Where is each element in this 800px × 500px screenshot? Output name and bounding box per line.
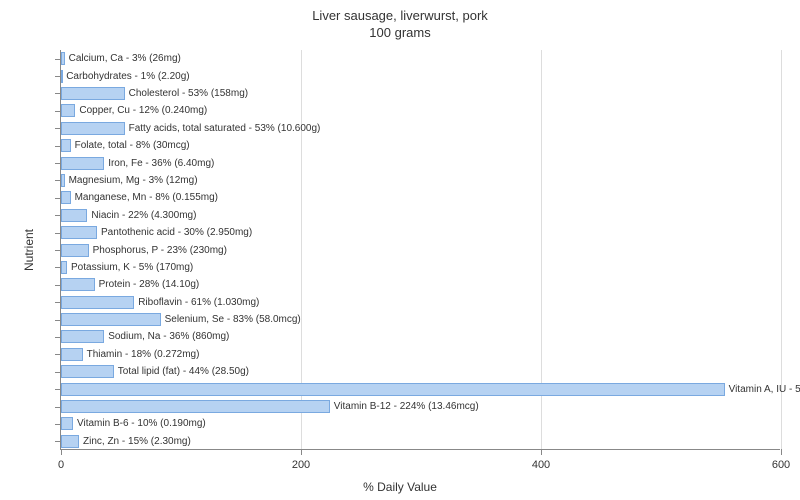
title-line-1: Liver sausage, liverwurst, pork xyxy=(0,8,800,25)
nutrient-bar xyxy=(61,174,65,187)
nutrient-bar xyxy=(61,313,161,326)
nutrient-label: Thiamin - 18% (0.272mg) xyxy=(87,348,200,361)
nutrient-bar xyxy=(61,209,87,222)
nutrient-bar xyxy=(61,87,125,100)
nutrient-bar xyxy=(61,365,114,378)
chart-container: Liver sausage, liverwurst, pork 100 gram… xyxy=(0,0,800,500)
nutrient-label: Calcium, Ca - 3% (26mg) xyxy=(69,52,181,65)
x-tick xyxy=(781,449,782,455)
nutrient-label: Copper, Cu - 12% (0.240mg) xyxy=(79,104,207,117)
nutrient-bar xyxy=(61,244,89,257)
nutrient-bar xyxy=(61,191,71,204)
nutrient-label: Phosphorus, P - 23% (230mg) xyxy=(93,244,227,257)
nutrient-label: Vitamin B-6 - 10% (0.190mg) xyxy=(77,417,206,430)
nutrient-bar xyxy=(61,139,71,152)
nutrient-label: Vitamin B-12 - 224% (13.46mcg) xyxy=(334,400,479,413)
y-axis-title: Nutrient xyxy=(22,229,36,271)
nutrient-bar xyxy=(61,261,67,274)
nutrient-bar xyxy=(61,296,134,309)
nutrient-label: Selenium, Se - 83% (58.0mcg) xyxy=(165,313,301,326)
plot-area: 0200400600Calcium, Ca - 3% (26mg)Carbohy… xyxy=(60,50,780,450)
x-tick xyxy=(61,449,62,455)
title-line-2: 100 grams xyxy=(0,25,800,42)
nutrient-label: Protein - 28% (14.10g) xyxy=(99,278,200,291)
x-tick-label: 200 xyxy=(292,459,310,471)
x-tick-label: 0 xyxy=(58,459,64,471)
nutrient-bar xyxy=(61,70,63,83)
nutrient-label: Sodium, Na - 36% (860mg) xyxy=(108,330,229,343)
nutrient-bar xyxy=(61,278,95,291)
nutrient-bar xyxy=(61,157,104,170)
nutrient-bar xyxy=(61,330,104,343)
nutrient-bar xyxy=(61,52,65,65)
nutrient-label: Fatty acids, total saturated - 53% (10.6… xyxy=(129,122,321,135)
nutrient-label: Magnesium, Mg - 3% (12mg) xyxy=(69,174,198,187)
nutrient-bar xyxy=(61,348,83,361)
nutrient-label: Folate, total - 8% (30mcg) xyxy=(75,139,190,152)
nutrient-bar xyxy=(61,435,79,448)
nutrient-bar xyxy=(61,417,73,430)
chart-title: Liver sausage, liverwurst, pork 100 gram… xyxy=(0,8,800,42)
x-axis-title: % Daily Value xyxy=(0,480,800,494)
nutrient-label: Zinc, Zn - 15% (2.30mg) xyxy=(83,435,191,448)
nutrient-label: Niacin - 22% (4.300mg) xyxy=(91,209,196,222)
nutrient-label: Manganese, Mn - 8% (0.155mg) xyxy=(75,191,218,204)
nutrient-label: Potassium, K - 5% (170mg) xyxy=(71,261,193,274)
x-tick xyxy=(301,449,302,455)
nutrient-label: Vitamin A, IU - 553% (27667IU) xyxy=(729,383,800,396)
nutrient-bar xyxy=(61,122,125,135)
nutrient-label: Iron, Fe - 36% (6.40mg) xyxy=(108,157,214,170)
nutrient-label: Total lipid (fat) - 44% (28.50g) xyxy=(118,365,249,378)
x-tick-label: 600 xyxy=(772,459,790,471)
nutrient-label: Cholesterol - 53% (158mg) xyxy=(129,87,249,100)
nutrient-label: Riboflavin - 61% (1.030mg) xyxy=(138,296,259,309)
x-tick xyxy=(541,449,542,455)
nutrient-bar xyxy=(61,104,75,117)
nutrient-bar xyxy=(61,226,97,239)
nutrient-bar xyxy=(61,400,330,413)
nutrient-label: Carbohydrates - 1% (2.20g) xyxy=(66,70,189,83)
x-tick-label: 400 xyxy=(532,459,550,471)
nutrient-label: Pantothenic acid - 30% (2.950mg) xyxy=(101,226,252,239)
nutrient-bar xyxy=(61,383,725,396)
